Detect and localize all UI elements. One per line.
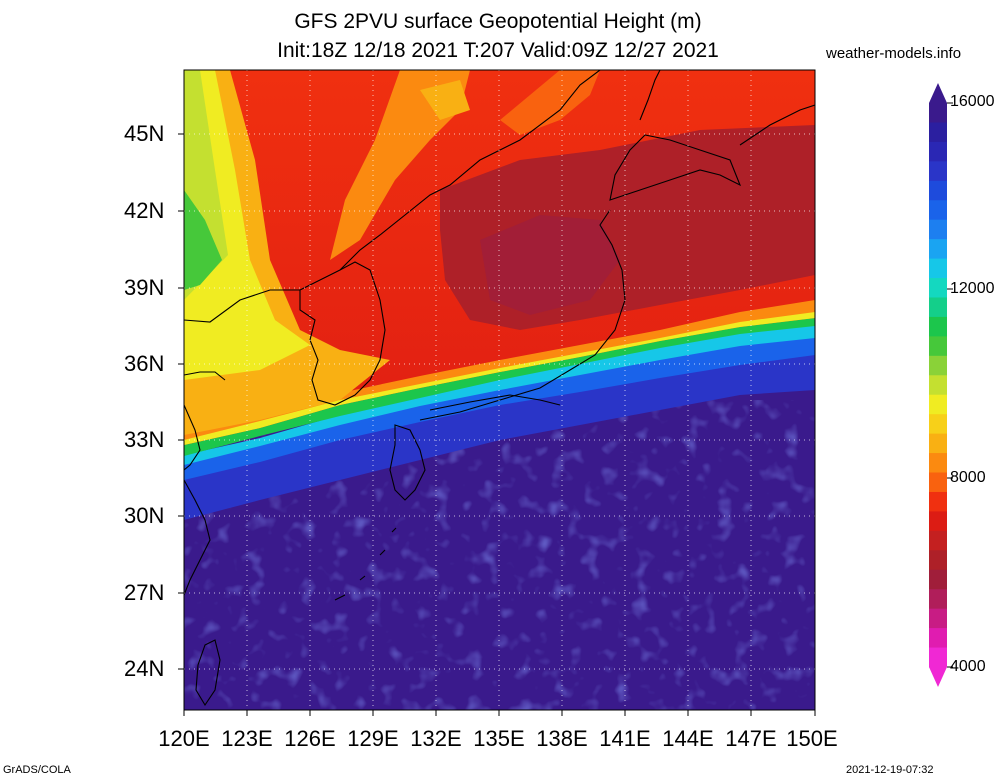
colorbar-segment	[929, 161, 947, 182]
lat-label: 27N	[124, 580, 165, 605]
footer-timestamp: 2021-12-19-07:32	[846, 764, 934, 776]
colorbar-segment	[929, 647, 947, 668]
colorbar-segment	[929, 336, 947, 357]
height-field	[184, 70, 815, 710]
colorbar-segment	[929, 433, 947, 454]
colorbar-segment	[929, 491, 947, 512]
colorbar-bottom-arrow	[929, 667, 947, 687]
site-credit: weather-models.info	[826, 45, 962, 62]
colorbar-segment	[929, 394, 947, 415]
lat-label: 39N	[124, 275, 165, 300]
lon-label: 120E	[158, 726, 210, 751]
colorbar-segment	[929, 316, 947, 337]
colorbar-label: 8000	[950, 469, 986, 486]
lat-label: 33N	[124, 427, 165, 452]
map-title: GFS 2PVU surface Geopotential Height (m)	[294, 10, 702, 33]
lon-label: 129E	[347, 726, 399, 751]
lon-label: 132E	[410, 726, 462, 751]
colorbar-segment	[929, 141, 947, 162]
axis-ticks	[178, 133, 816, 716]
lon-label: 123E	[221, 726, 273, 751]
colorbar-segment	[929, 530, 947, 551]
lat-label: 45N	[124, 121, 165, 146]
colorbar-segment	[929, 375, 947, 396]
colorbar-segment	[929, 550, 947, 571]
lon-label: 150E	[786, 726, 838, 751]
colorbar-segment	[929, 219, 947, 240]
footer-credit: GrADS/COLA	[3, 764, 71, 776]
lat-label: 24N	[124, 656, 165, 681]
map-subtitle: Init:18Z 12/18 2021 T:207 Valid:09Z 12/2…	[277, 39, 719, 62]
colorbar-label: 4000	[950, 658, 986, 675]
colorbar-segment	[929, 472, 947, 493]
colorbar-top-arrow	[929, 83, 947, 103]
lat-label: 42N	[124, 198, 165, 223]
colorbar-segments	[929, 103, 947, 668]
colorbar-segment	[929, 278, 947, 298]
lat-label: 36N	[124, 351, 165, 376]
colorbar-segment	[929, 608, 947, 629]
colorbar-segment	[929, 453, 947, 474]
colorbar-segment	[929, 355, 947, 376]
graticule	[184, 70, 815, 710]
lon-label: 135E	[473, 726, 525, 751]
colorbar-label: 16000	[950, 93, 995, 110]
colorbar-segment	[929, 511, 947, 532]
lon-label: 126E	[284, 726, 336, 751]
colorbar-segment	[929, 239, 947, 260]
lon-label: 147E	[725, 726, 777, 751]
colorbar-segment	[929, 122, 947, 143]
colorbar-segment	[929, 414, 947, 435]
lon-label: 141E	[599, 726, 651, 751]
colorbar-label: 12000	[950, 280, 995, 297]
colorbar-segment	[929, 258, 947, 279]
colorbar-segment	[929, 589, 947, 610]
lat-label: 30N	[124, 503, 165, 528]
colorbar-segment	[929, 297, 947, 318]
colorbar-segment	[929, 569, 947, 590]
lon-label: 138E	[536, 726, 588, 751]
colorbar-segment	[929, 103, 947, 123]
colorbar-segment	[929, 180, 947, 201]
lon-label: 144E	[662, 726, 714, 751]
colorbar-segment	[929, 200, 947, 221]
colorbar-segment	[929, 628, 947, 649]
